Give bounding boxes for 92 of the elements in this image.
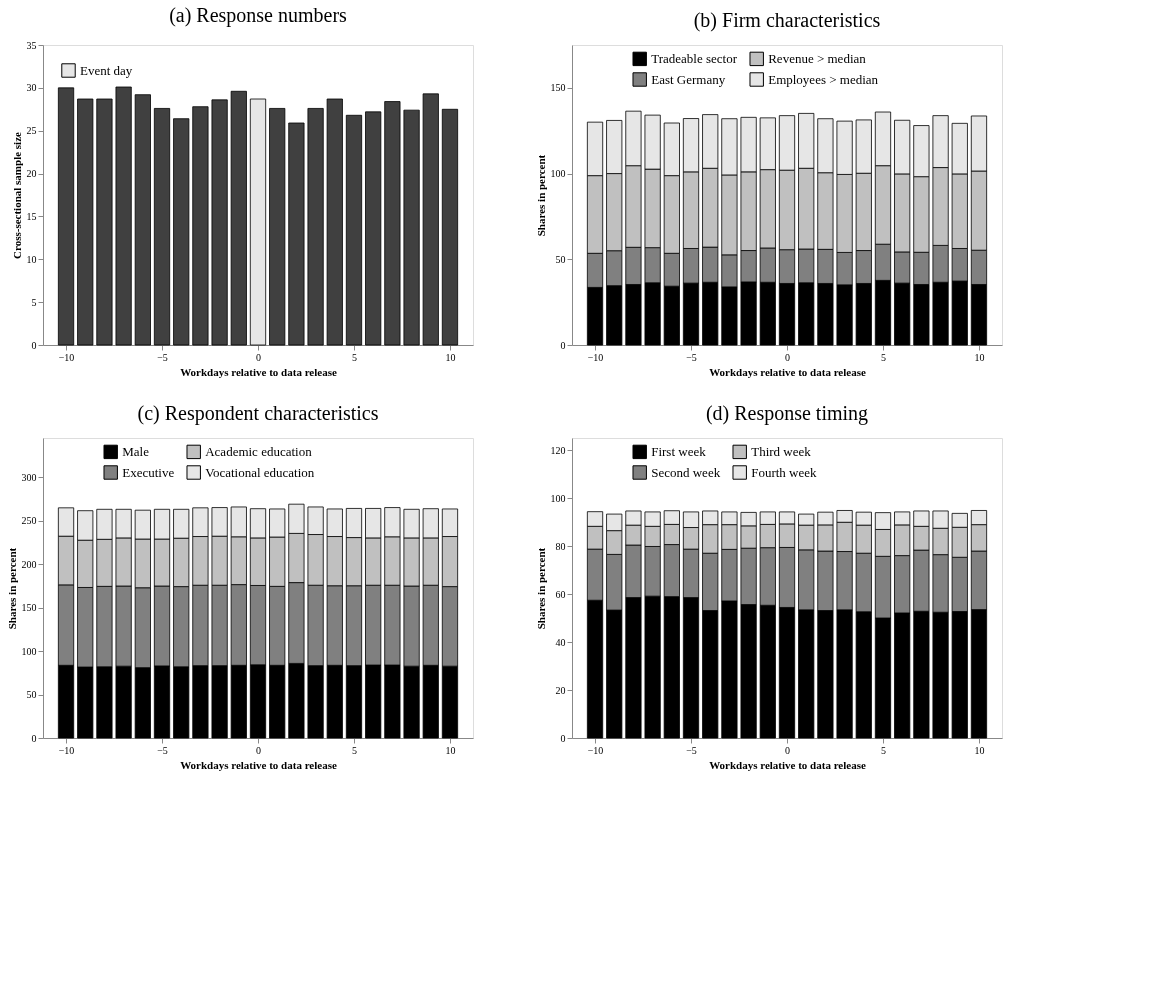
x-tick-label: 5 <box>880 351 886 363</box>
legend-label: Event day <box>80 62 133 78</box>
y-tick-label: 0 <box>560 339 566 351</box>
y-tick-label: 0 <box>560 732 566 744</box>
x-tick-label: 5 <box>351 351 357 363</box>
x-tick-label: −10 <box>587 744 604 756</box>
legend-label: First week <box>651 443 707 459</box>
legend-label: East Germany <box>651 71 726 87</box>
x-axis-title: Workdays relative to data release <box>709 365 866 378</box>
legend-label: Tradeable sector <box>651 50 738 66</box>
bar <box>211 99 228 346</box>
legend-label: Second week <box>651 464 721 480</box>
y-tick-label: 150 <box>550 82 566 94</box>
bar <box>422 93 439 346</box>
x-tick-label: −5 <box>157 351 168 363</box>
y-axis-title: Shares in percent <box>5 547 18 630</box>
y-tick-label: 15 <box>26 210 37 222</box>
bar <box>345 114 363 346</box>
y-tick-label: 35 <box>26 39 37 51</box>
y-tick-label: 120 <box>550 444 566 456</box>
y-tick-label: 250 <box>21 515 37 527</box>
x-tick-label: 10 <box>445 351 456 363</box>
x-tick-label: −5 <box>686 744 697 756</box>
y-tick-label: 25 <box>26 125 37 137</box>
y-axis-title: Shares in percent <box>534 547 547 630</box>
chart-title: (c) Respondent characteristics <box>137 402 379 425</box>
bar <box>249 98 267 346</box>
y-tick-label: 5 <box>31 296 37 308</box>
bar <box>384 101 401 346</box>
y-axis-title: Cross-sectional sample size <box>10 131 23 259</box>
bar <box>441 108 459 346</box>
x-tick-label: −10 <box>58 351 75 363</box>
bar <box>365 111 382 346</box>
x-tick-label: 0 <box>256 744 261 756</box>
legend-label: Executive <box>122 464 175 480</box>
y-tick-label: 0 <box>31 339 37 351</box>
bar <box>326 98 343 346</box>
y-tick-label: 150 <box>21 602 37 614</box>
y-tick-label: 50 <box>26 689 37 701</box>
y-tick-label: 200 <box>21 558 37 570</box>
y-tick-label: 0 <box>31 732 37 744</box>
legend-label: Male <box>122 443 150 459</box>
legend-label: Fourth week <box>751 464 818 480</box>
bar <box>96 98 113 346</box>
chart-title: (b) Firm characteristics <box>693 9 881 32</box>
x-axis-title: Workdays relative to data release <box>709 758 866 771</box>
bar <box>57 87 75 346</box>
x-tick-label: 0 <box>256 351 261 363</box>
bar <box>230 90 247 346</box>
x-tick-label: −5 <box>686 351 697 363</box>
y-tick-label: 20 <box>555 684 566 696</box>
y-tick-label: 300 <box>21 471 37 483</box>
y-tick-label: 30 <box>26 82 37 94</box>
bar <box>115 86 132 346</box>
bar <box>192 106 209 346</box>
bar <box>77 98 94 346</box>
x-tick-label: 10 <box>445 744 456 756</box>
legend-label: Academic education <box>205 443 313 459</box>
legend-label: Third week <box>751 443 812 459</box>
bar <box>403 109 420 346</box>
y-tick-label: 20 <box>26 168 37 180</box>
x-tick-label: 10 <box>974 351 985 363</box>
y-tick-label: 100 <box>550 168 566 180</box>
legend-label: Vocational education <box>205 464 315 480</box>
y-tick-label: 40 <box>555 636 566 648</box>
chart-title: (a) Response numbers <box>169 4 348 27</box>
x-tick-label: −10 <box>587 351 604 363</box>
y-tick-label: 100 <box>550 492 566 504</box>
x-tick-label: −5 <box>157 744 168 756</box>
x-tick-label: −10 <box>58 744 75 756</box>
x-tick-label: 0 <box>785 744 790 756</box>
bar <box>134 94 151 346</box>
y-axis-title: Shares in percent <box>534 154 547 237</box>
bar <box>269 108 286 346</box>
bar <box>307 108 324 346</box>
x-tick-label: 0 <box>785 351 790 363</box>
y-tick-label: 100 <box>21 645 37 657</box>
legend-label: Employees > median <box>768 71 879 87</box>
y-tick-label: 80 <box>555 540 566 552</box>
x-axis-title: Workdays relative to data release <box>180 758 337 771</box>
y-tick-label: 50 <box>555 253 566 265</box>
y-tick-label: 60 <box>555 588 566 600</box>
bar <box>153 108 171 346</box>
x-tick-label: 5 <box>351 744 357 756</box>
x-tick-label: 5 <box>880 744 886 756</box>
x-tick-label: 10 <box>974 744 985 756</box>
x-axis-title: Workdays relative to data release <box>180 365 337 378</box>
y-tick-label: 10 <box>26 253 37 265</box>
bar <box>173 118 190 346</box>
bar <box>288 122 305 346</box>
legend-label: Revenue > median <box>768 50 867 66</box>
chart-title: (d) Response timing <box>705 402 869 425</box>
